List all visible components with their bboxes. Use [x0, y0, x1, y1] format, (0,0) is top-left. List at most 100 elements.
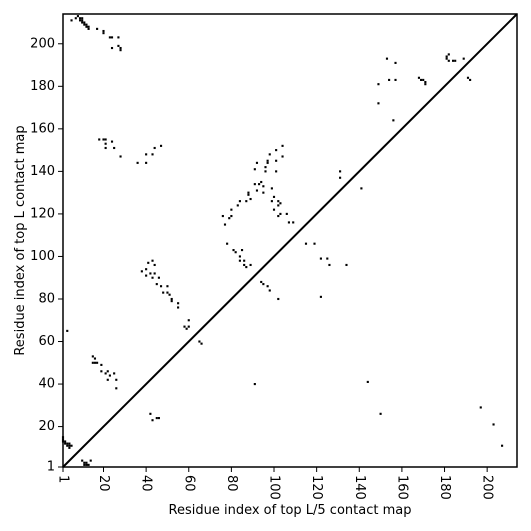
contact-point-upper [422, 78, 425, 81]
contact-point-upper [394, 61, 397, 64]
contact-point-upper [145, 274, 148, 277]
contact-point-upper [247, 193, 250, 196]
contact-point-lower [85, 461, 88, 464]
x-tick-label: 180 [437, 475, 452, 500]
contact-point-upper [153, 263, 156, 267]
contact-point-lower [108, 374, 111, 377]
contact-point-upper [272, 208, 276, 211]
x-tick-label: 120 [309, 475, 324, 500]
contact-point-upper [245, 266, 248, 269]
y-tick-label: 40 [38, 377, 55, 392]
contact-point-lower [106, 378, 109, 381]
contact-point-upper [277, 297, 280, 301]
contact-point-upper [319, 257, 322, 260]
contact-point-upper [264, 166, 267, 169]
contact-point-upper [110, 46, 114, 50]
contact-point-upper [262, 185, 265, 188]
contact-point-upper [140, 270, 143, 273]
x-axis-label: Residue index of top L/5 contact map [169, 503, 412, 518]
contact-point-upper [264, 170, 267, 173]
contact-point-upper [260, 280, 263, 284]
points-layer [61, 15, 504, 466]
contact-point-upper [245, 200, 248, 203]
contact-point-upper [272, 195, 276, 198]
y-tick-label: 20 [38, 419, 55, 434]
contact-point-upper [236, 204, 239, 207]
contact-point-upper [198, 340, 201, 343]
contact-point-upper [157, 276, 160, 279]
ticks-layer: 1 20 40 60 80 100 120 140 160 180 2001204060801001… [30, 36, 494, 500]
contact-point-upper [151, 259, 154, 262]
contact-point-upper [147, 261, 150, 264]
x-tick-label: 160 [394, 475, 409, 500]
contact-point-upper [287, 221, 290, 224]
plot-frame [62, 13, 518, 468]
contact-point-lower [104, 372, 107, 375]
contact-point-upper [85, 25, 88, 28]
contact-point-upper [102, 138, 105, 141]
contact-point-upper [258, 183, 261, 186]
contact-point-upper [255, 161, 259, 164]
contact-point-upper [270, 200, 273, 203]
y-tick-label: 60 [38, 334, 55, 349]
contact-point-lower [70, 444, 73, 447]
contact-point-upper [447, 59, 450, 62]
contact-point-lower [66, 442, 69, 445]
contact-point-upper [238, 200, 241, 203]
contact-point-upper [177, 306, 180, 309]
contact-point-upper [119, 49, 122, 52]
contact-point-upper [420, 78, 423, 81]
contact-point-upper [501, 444, 504, 447]
contact-point-upper [96, 27, 99, 30]
contact-point-upper [255, 189, 259, 192]
contact-point-upper [151, 276, 154, 279]
y-tick-label: 80 [38, 291, 55, 306]
contact-point-upper [277, 214, 280, 218]
contact-point-upper [462, 57, 465, 60]
contact-point-lower [85, 463, 88, 466]
contact-point-upper [345, 263, 348, 267]
contact-point-upper [78, 19, 82, 22]
contact-point-lower [68, 446, 71, 449]
contact-point-upper [445, 55, 448, 58]
contact-point-upper [275, 170, 278, 173]
contact-point-upper [232, 249, 235, 252]
contact-point-upper [166, 285, 169, 288]
contact-point-upper [117, 44, 120, 47]
contact-point-upper [268, 289, 271, 292]
contact-point-upper [268, 153, 271, 156]
contact-point-upper [454, 59, 457, 62]
contact-point-upper [452, 59, 455, 62]
contact-point-upper [243, 263, 246, 267]
contact-point-lower [106, 370, 109, 373]
contact-point-upper [281, 144, 284, 147]
contact-point-upper [243, 259, 246, 262]
contact-point-upper [162, 291, 165, 294]
contact-point-upper [136, 161, 139, 164]
contact-point-upper [388, 78, 391, 81]
x-tick-label: 20 [96, 475, 111, 492]
contact-point-upper [277, 204, 280, 207]
contact-point-lower [115, 387, 118, 390]
y-tick-label: 180 [30, 79, 55, 94]
contact-point-upper [260, 180, 263, 184]
contact-point-lower [81, 459, 84, 462]
contact-point-upper [226, 242, 229, 245]
contact-point-upper [417, 76, 421, 79]
contact-point-upper [313, 242, 316, 245]
contact-point-upper [262, 191, 265, 194]
contact-point-upper [117, 36, 120, 39]
contact-point-upper [159, 144, 163, 147]
contact-point-upper [377, 102, 380, 105]
contact-point-upper [275, 149, 278, 152]
contact-point-upper [104, 142, 107, 145]
y-tick-label: 100 [30, 249, 55, 264]
contact-point-upper [424, 81, 427, 84]
contact-point-upper [266, 285, 269, 288]
contact-point-upper [234, 251, 237, 254]
contact-point-upper [98, 138, 101, 141]
contact-point-upper [445, 57, 448, 60]
contact-point-upper [238, 255, 241, 258]
contact-point-lower [87, 463, 90, 466]
contact-point-lower [64, 442, 67, 445]
